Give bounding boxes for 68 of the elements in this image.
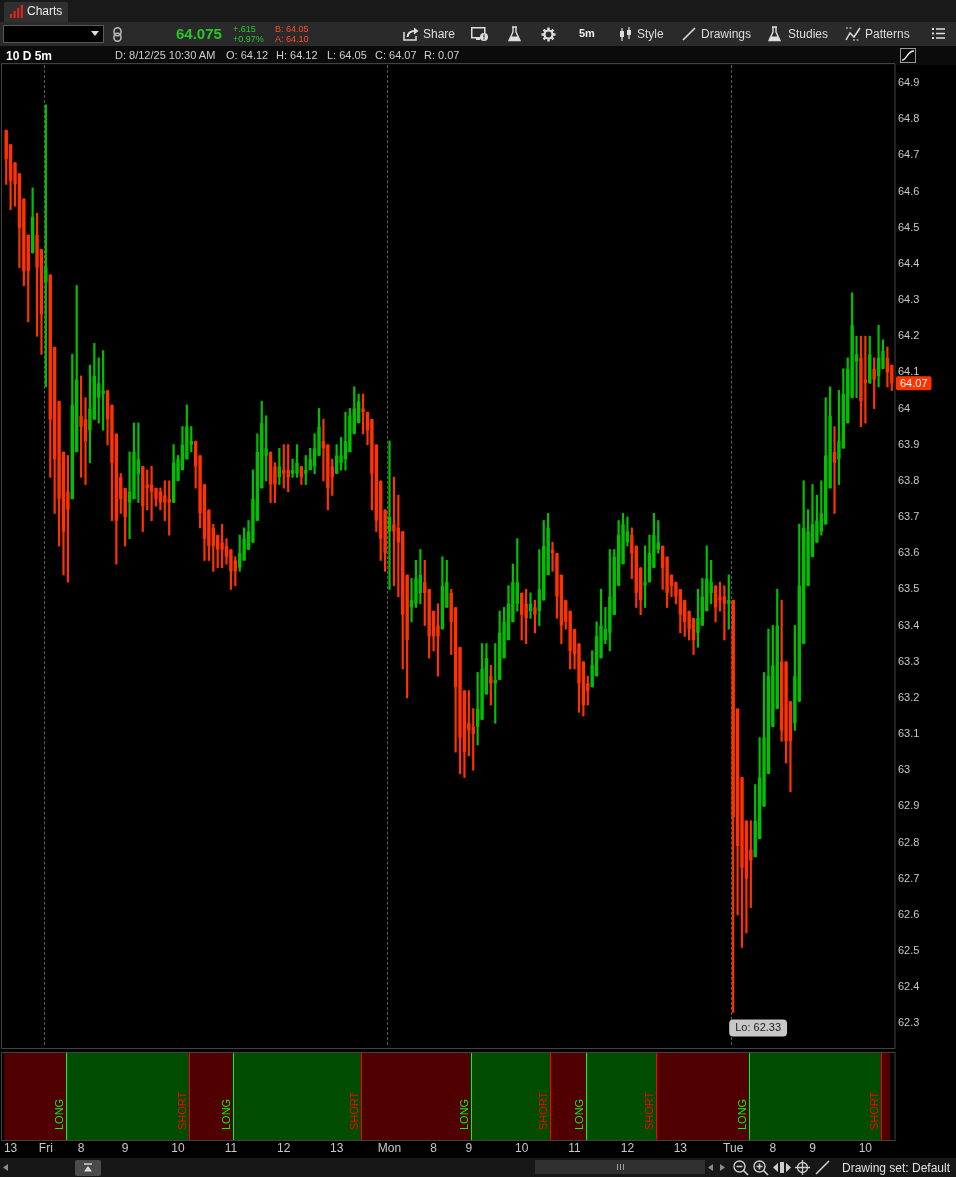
x-tick-label: 8 [430, 1140, 438, 1155]
y-tick-label: 64.2 [898, 329, 920, 342]
text: 5m [579, 27, 595, 39]
text: Style [637, 27, 664, 41]
text: H: 64.12 [276, 49, 318, 61]
y-tick-label: 62.5 [898, 944, 920, 957]
x-tick-label: 13 [329, 1140, 344, 1155]
x-tick-label: Mon [377, 1140, 402, 1155]
x-tick-label: 8 [769, 1140, 777, 1155]
y-tick-label: 64.4 [898, 256, 920, 269]
text: C: 64.07 [375, 49, 417, 61]
annotation: Lo: 62.33 [735, 1021, 782, 1034]
y-tick-label: 63.2 [898, 690, 920, 703]
y-tick-label: 64.1 [898, 365, 920, 378]
y-tick-label: 64.3 [898, 293, 920, 306]
text: Drawings [701, 27, 752, 41]
x-tick-label: 9 [809, 1140, 817, 1155]
y-tick-label: 63.9 [898, 437, 920, 450]
text: +0.97% [233, 34, 264, 44]
x-tick-label: 11 [224, 1140, 238, 1155]
text: D: 8/12/25 10:30 AM [115, 49, 216, 61]
text: Share [423, 27, 456, 41]
y-tick-label: 63.5 [898, 582, 920, 595]
y-tick-label: 62.6 [898, 907, 920, 920]
y-tick-label: 63 [898, 763, 911, 776]
text: Charts [27, 4, 63, 18]
x-tick-label: 13 [673, 1140, 688, 1155]
x-tick-label: 11 [568, 1140, 582, 1155]
text: Studies [788, 27, 829, 41]
text: Drawing set: Default [842, 1161, 951, 1175]
y-tick-label: 62.7 [898, 871, 920, 884]
y-tick-label: 62.3 [898, 1016, 920, 1029]
y-tick-label: 62.8 [898, 835, 920, 848]
y-tick-label: 64.7 [898, 148, 920, 161]
y-tick-label: 64.5 [898, 220, 920, 233]
x-tick-label: 10 [858, 1140, 873, 1155]
y-tick-label: 62.9 [898, 799, 920, 812]
x-tick-label: 13 [3, 1140, 18, 1155]
y-tick-label: 64 [898, 401, 911, 414]
text: O: 64.12 [226, 49, 269, 61]
text: R: 0.07 [424, 49, 460, 61]
text: 10 D 5m [6, 49, 53, 63]
text: Patterns [865, 27, 910, 41]
y-tick-label: 63.1 [898, 727, 920, 740]
y-tick-label: 64.6 [898, 184, 920, 197]
y-tick-label: 64.8 [898, 112, 920, 125]
text: A: 64.10 [275, 34, 309, 44]
y-tick-label: 62.4 [898, 980, 920, 993]
text: 64.075 [176, 25, 222, 42]
y-tick-label: 63.6 [898, 546, 920, 559]
text: L: 64.05 [327, 49, 367, 61]
y-tick-label: 64.9 [898, 76, 920, 89]
x-tick-label: Fri [38, 1140, 53, 1155]
x-tick-label: Tue [723, 1140, 744, 1155]
annotation: 64.07 [900, 376, 928, 389]
x-tick-label: 12 [620, 1140, 635, 1155]
x-tick-label: 9 [121, 1140, 129, 1155]
x-tick-label: 12 [277, 1140, 291, 1155]
x-tick-label: 8 [77, 1140, 85, 1155]
text: B: 64.05 [275, 24, 309, 34]
x-tick-label: 10 [171, 1140, 186, 1155]
x-tick-label: 10 [515, 1140, 529, 1155]
x-tick-label: 9 [465, 1140, 473, 1155]
y-tick-label: 63.8 [898, 473, 920, 486]
y-tick-label: 63.4 [898, 618, 920, 631]
y-tick-label: 63.7 [898, 510, 920, 523]
text: +.615 [233, 24, 256, 34]
y-tick-label: 63.3 [898, 654, 920, 667]
